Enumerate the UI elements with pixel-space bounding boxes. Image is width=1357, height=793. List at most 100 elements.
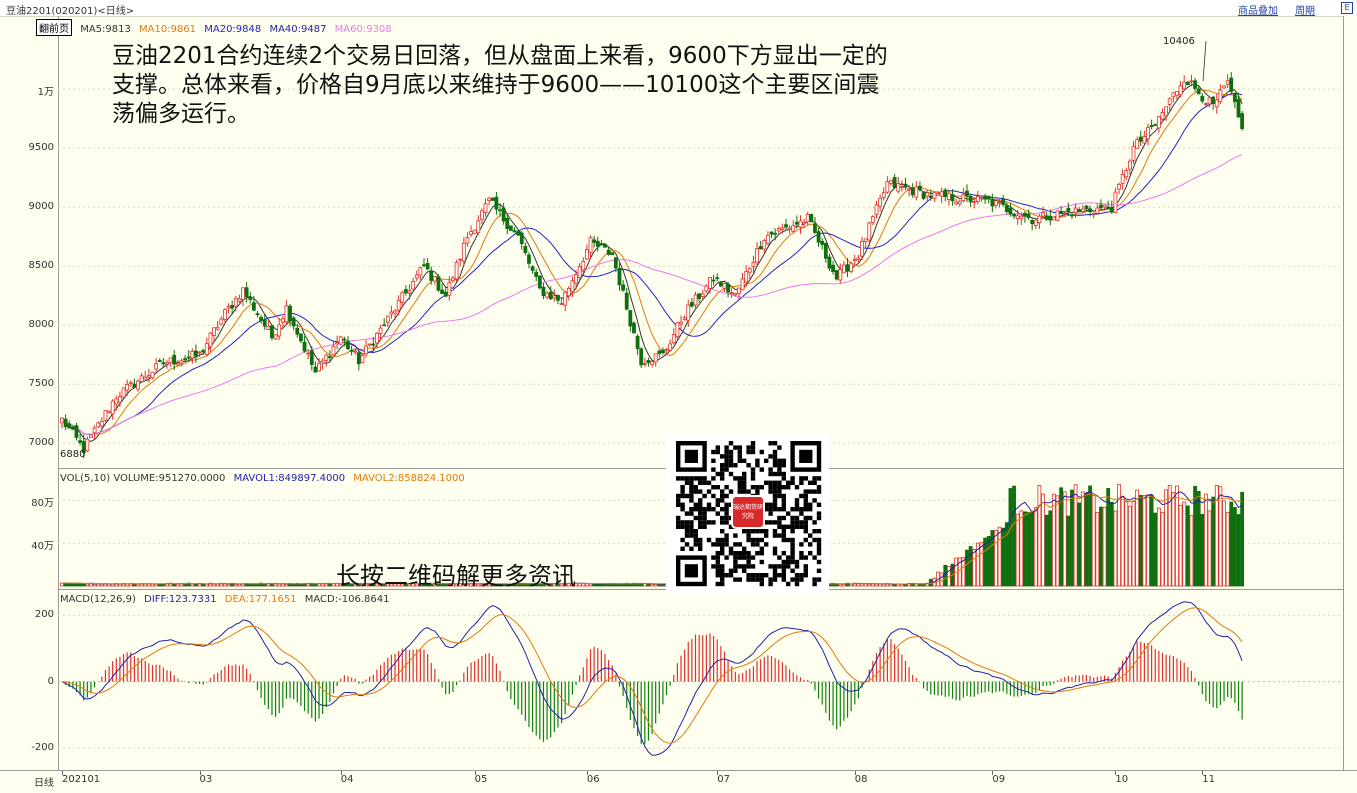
candle-body [382, 324, 387, 327]
qr-module [737, 454, 742, 459]
volume-bar [1099, 506, 1103, 587]
qr-module [698, 498, 703, 503]
qr-module [733, 476, 738, 481]
volume-bar [621, 583, 625, 587]
candle-body [1066, 207, 1071, 212]
volume-bar [74, 583, 79, 587]
volume-bar [469, 582, 473, 587]
qr-module [750, 467, 756, 472]
candle-body [233, 297, 238, 307]
candle-body [870, 216, 875, 223]
qr-module [781, 515, 786, 521]
qr-module [777, 463, 782, 468]
candle-body [523, 245, 528, 253]
candle-body [852, 259, 857, 262]
qr-module [803, 524, 808, 529]
flip-page-button[interactable]: 翻前页 [36, 19, 72, 36]
window-title: 豆油2201(020201)<日线> [6, 6, 135, 17]
right-scrollbar[interactable] [1343, 16, 1357, 776]
qr-module [728, 568, 734, 573]
candle-body [1109, 207, 1114, 213]
candle-body [657, 350, 662, 354]
month-label: 202101 [62, 774, 101, 785]
qr-module [781, 502, 786, 507]
qr-module [746, 449, 751, 455]
candle-body [393, 310, 397, 314]
candle-body [219, 318, 224, 325]
volume-bar [1041, 493, 1045, 587]
volume-panel[interactable] [58, 469, 1343, 589]
overlay-commodity-link[interactable]: 商品叠加 [1238, 6, 1278, 17]
macd-panel[interactable] [58, 590, 1343, 770]
qr-module [728, 471, 734, 477]
qr-module [803, 573, 808, 578]
candle-body [585, 249, 589, 260]
candle-body [110, 400, 115, 415]
qr-module [720, 507, 725, 512]
candle-body [353, 350, 358, 353]
candle-body [291, 317, 296, 327]
volume-bar [892, 583, 897, 587]
qr-module [764, 533, 769, 538]
volume-bar [646, 583, 651, 587]
candle-body [1236, 98, 1241, 118]
volume-bar [443, 583, 448, 587]
candle-body [642, 363, 647, 365]
candle-body [671, 333, 676, 344]
candle-body [461, 242, 466, 262]
qr-module [794, 564, 800, 569]
qr-module [803, 476, 808, 481]
candle-body [259, 317, 264, 321]
qr-module [772, 546, 778, 551]
qr-module [799, 507, 804, 512]
qr-module [816, 489, 822, 494]
month-tick [62, 771, 63, 775]
candle-body [838, 269, 843, 281]
candle-body [595, 240, 600, 247]
volume-bar [67, 583, 72, 587]
candle-body [407, 290, 412, 294]
qr-module [768, 489, 773, 494]
qr-module [715, 555, 720, 560]
candle-body [266, 326, 271, 331]
qr-module [794, 485, 800, 490]
window-icon[interactable]: E [1341, 2, 1353, 14]
qr-module [724, 542, 729, 547]
candle-body [805, 213, 810, 223]
candle-body [277, 324, 282, 337]
candle-body [494, 196, 499, 210]
period-link[interactable]: 周期 [1295, 6, 1315, 17]
qr-module [803, 520, 808, 525]
candle-body [454, 261, 459, 280]
candle-body [1062, 210, 1067, 213]
qr-module [799, 577, 804, 582]
qr-module [746, 577, 751, 582]
qr-module [684, 520, 690, 525]
candle-body [682, 317, 687, 320]
qr-code[interactable]: 瑞达期货研究院 [666, 433, 829, 593]
mavol2-line [62, 493, 1243, 585]
qr-module [803, 515, 808, 521]
qr-module [772, 573, 778, 578]
candle-body [432, 275, 437, 282]
candle-body [892, 177, 897, 188]
qr-module [724, 493, 729, 499]
candle-body [501, 207, 506, 222]
volume-bar [1012, 485, 1016, 587]
qr-module [689, 533, 694, 538]
volume-bar [994, 530, 998, 587]
price-panel[interactable] [58, 16, 1343, 468]
month-label: 08 [854, 774, 868, 785]
candle-body [881, 192, 886, 198]
candle-body [860, 240, 864, 257]
qr-module [742, 471, 747, 477]
volume-bar [1193, 485, 1197, 587]
candle-body [378, 327, 383, 334]
volume-bar [255, 583, 260, 587]
candle-body [175, 362, 180, 366]
month-label: 11 [1202, 774, 1216, 785]
qr-module [689, 480, 694, 485]
candle-body [440, 289, 445, 294]
qr-module [680, 493, 685, 499]
volume-bar [1117, 484, 1121, 587]
